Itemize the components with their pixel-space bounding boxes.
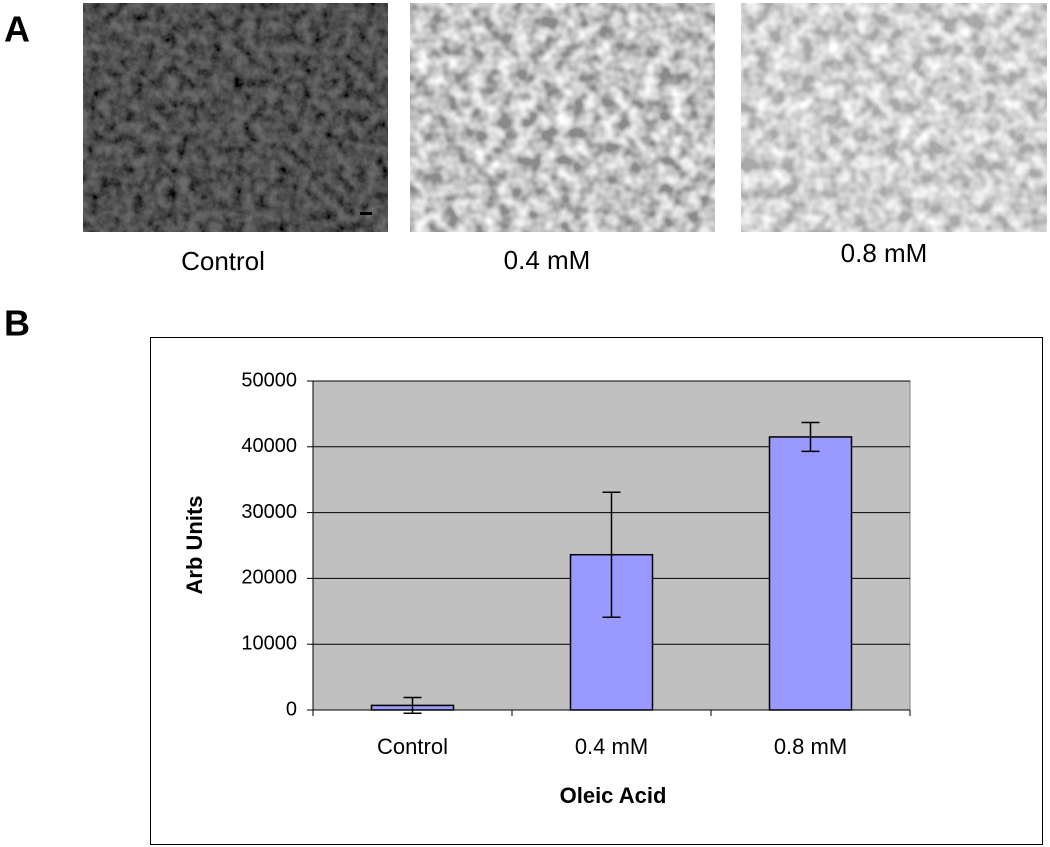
y-tick-label: 50000 (241, 369, 297, 391)
y-tick-label: 40000 (241, 435, 297, 457)
panel-label: A (4, 9, 30, 50)
y-tick-label: 20000 (241, 567, 297, 589)
y-tick-label: 30000 (241, 501, 297, 523)
y-tick-label: 0 (286, 698, 297, 720)
micrograph (741, 3, 1047, 232)
error-bar (801, 421, 820, 453)
error-bar (602, 491, 621, 618)
x-tick-label: 0.8 mM (774, 734, 847, 759)
y-axis-label: Arb Units (182, 496, 207, 595)
image-caption: 0.4 mM (504, 245, 591, 275)
y-tick-label: 10000 (241, 632, 297, 654)
image-caption: 0.8 mM (841, 238, 928, 268)
plot: 0 10000 20000 30000 40000 50000 Control 0.4 mM 0… (241, 369, 911, 759)
bar (768, 436, 853, 711)
x-tick-label: Control (377, 734, 448, 759)
micrograph (410, 3, 715, 232)
scale-bar (360, 212, 372, 215)
chart-frame (150, 337, 1043, 845)
image-caption: Control (181, 246, 265, 276)
x-tick-label: 0.4 mM (575, 734, 648, 759)
micrograph (83, 3, 388, 232)
x-axis-label: Oleic Acid (560, 783, 667, 808)
panel-label: B (4, 303, 30, 344)
error-bar (403, 696, 422, 715)
